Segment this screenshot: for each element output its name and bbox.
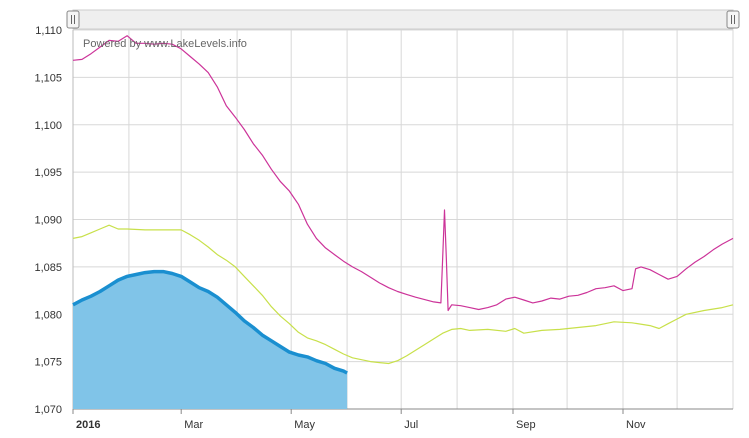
series-line <box>72 269 348 375</box>
series-line <box>72 224 734 365</box>
navigator-left-handle[interactable] <box>66 10 80 29</box>
x-tick-label: Nov <box>626 419 646 431</box>
y-tick-label: 1,090 <box>34 215 62 227</box>
y-tick-label: 1,105 <box>34 72 62 84</box>
x-tick-label: May <box>294 419 315 431</box>
series-line <box>72 35 734 312</box>
series-area-fill <box>73 271 348 409</box>
y-tick-label: 1,070 <box>34 404 62 416</box>
y-tick-label: 1,080 <box>34 309 62 321</box>
y-tick-label: 1,095 <box>34 167 62 179</box>
range-navigator[interactable] <box>66 9 740 30</box>
x-tick-label: Sep <box>516 419 536 431</box>
x-tick-label: Jul <box>404 419 418 431</box>
area-layer <box>73 271 348 409</box>
navigator-right-handle[interactable] <box>726 10 740 29</box>
y-axis: 1,070 1,075 1,080 1,085 1,090 1,095 1,100 1,105… <box>34 25 62 416</box>
navigator-track[interactable] <box>72 9 734 30</box>
lines-layer <box>72 35 734 375</box>
y-tick-label: 1,085 <box>34 262 62 274</box>
y-tick-label: 1,075 <box>34 357 62 369</box>
x-tick-label: 2016 <box>76 419 100 431</box>
x-tick-label: Mar <box>184 419 203 431</box>
x-axis: 2016 Mar May Jul Sep Nov <box>72 409 646 431</box>
y-tick-label: 1,110 <box>35 25 62 37</box>
y-tick-label: 1,100 <box>34 120 62 132</box>
watermark: Powered by www.LakeLevels.info <box>83 38 247 50</box>
